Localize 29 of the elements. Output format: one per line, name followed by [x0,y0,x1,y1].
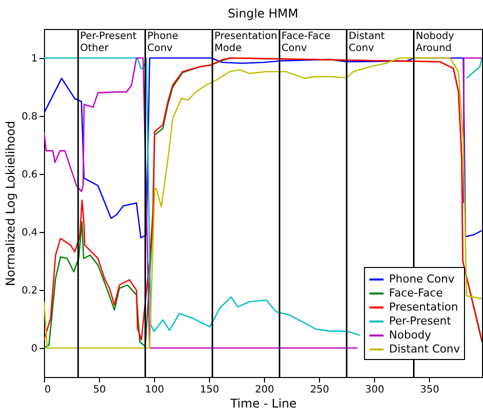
y-tick-label: 1 [31,54,38,64]
x-tick-label: 350 [420,384,440,396]
legend-label: Per-Present [389,314,452,328]
chart-title: Single HMM [228,6,298,20]
x-axis-title: Time - Line [229,396,297,408]
x-tick-label: 100 [145,384,164,396]
y-tick-label: 0.6 [22,170,38,180]
x-tick-label: 150 [200,384,220,396]
ref-line-label: Face-Face Conv [282,31,330,54]
legend-label: Distant Conv [389,342,460,356]
ref-line-label: Presentation Mode [214,31,278,54]
legend-label: Phone Conv [389,272,455,286]
y-tick-label: 0.8 [22,112,38,122]
ref-line-label: Per-Present Other [80,31,137,54]
ref-line-label: Distant Conv [348,31,385,54]
x-tick-label: 50 [93,384,106,396]
ref-line-label: Phone Conv [147,31,178,54]
y-tick-label: 0.2 [22,286,38,296]
y-tick-label: 0.4 [22,228,38,238]
y-axis-title: Normalized Log Lokielihood [4,120,18,286]
x-tick-label: 200 [255,384,274,396]
legend-label: Face-Face [389,286,443,300]
legend-label: Presentation [389,300,458,314]
x-tick-label: 0 [44,384,51,396]
ref-line-label: Nobody Around [416,31,454,54]
x-tick-label: 300 [365,384,384,396]
y-tick-label: 0 [31,344,38,354]
x-tick-label: 250 [310,384,330,396]
legend-label: Nobody [389,328,432,342]
